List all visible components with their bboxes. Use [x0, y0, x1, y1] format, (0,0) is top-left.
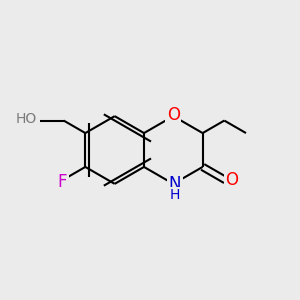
Text: N: N: [169, 175, 181, 193]
Text: H: H: [169, 188, 180, 202]
Text: O: O: [226, 171, 238, 189]
Text: F: F: [57, 173, 67, 191]
Text: HO: HO: [16, 112, 37, 126]
Text: O: O: [167, 106, 180, 124]
